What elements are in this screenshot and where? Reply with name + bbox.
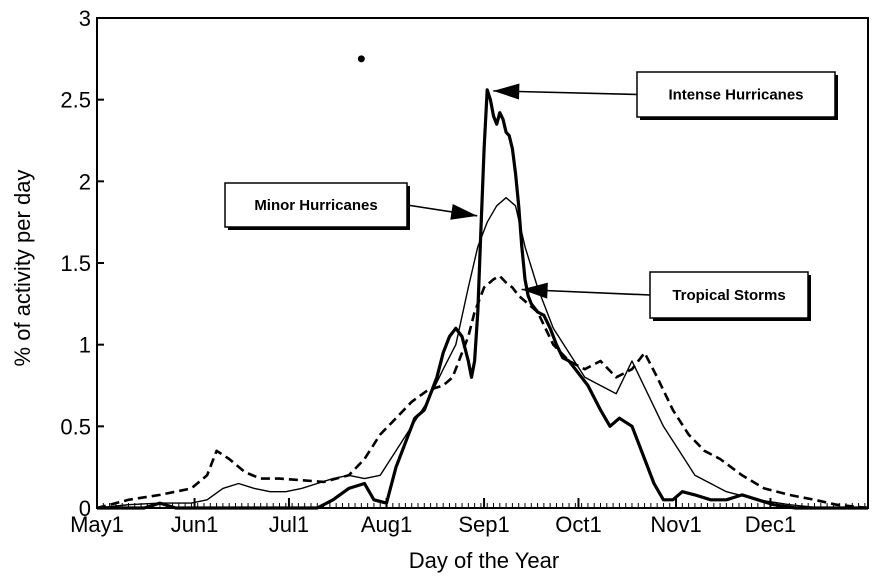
x-tick-label: Jun1 bbox=[171, 512, 219, 537]
y-axis-title: % of activity per day bbox=[10, 170, 35, 367]
x-tick-label: Aug1 bbox=[361, 512, 412, 537]
y-tick-label: 3 bbox=[79, 6, 91, 31]
x-tick-label: May1 bbox=[70, 512, 124, 537]
y-tick-label: 0.5 bbox=[60, 414, 91, 439]
annotation-arrowhead-tropical-storms bbox=[521, 282, 548, 299]
annotation-box-tropical-storms bbox=[649, 271, 809, 319]
y-tick-label: 1.5 bbox=[60, 251, 91, 276]
x-tick-label: Nov1 bbox=[650, 512, 701, 537]
y-tick-label: 0 bbox=[79, 496, 91, 521]
series-line-tropical-storms bbox=[96, 274, 869, 510]
x-tick-label: Oct1 bbox=[555, 512, 601, 537]
annotation-box-intense-hurricanes bbox=[636, 71, 836, 118]
x-axis-title: Day of the Year bbox=[409, 548, 559, 573]
annotation-box-minor-hurricanes bbox=[224, 182, 408, 228]
x-tick-label: Dec1 bbox=[745, 512, 796, 537]
x-tick-label: Jul1 bbox=[269, 512, 309, 537]
y-tick-label: 2 bbox=[79, 169, 91, 194]
y-tick-label: 1 bbox=[79, 333, 91, 358]
annotation-arrowhead-minor-hurricanes bbox=[450, 203, 478, 220]
annotation-group: Intense Hurricanes Minor Hurricanes Tropic… bbox=[224, 71, 838, 321]
x-tick-label: Sep1 bbox=[458, 512, 509, 537]
annotation-label-minor-hurricanes: Minor Hurricanes bbox=[254, 197, 377, 214]
series-line-minor-hurricanes bbox=[96, 196, 868, 509]
series-line-intense-hurricanes bbox=[97, 88, 868, 510]
axis-group: 0 0.5 1 1.5 2 2.5 3 May1 Jun1 Jul1 Aug1 Sep1 Oct1 Nov… bbox=[60, 6, 866, 537]
series-group bbox=[96, 55, 869, 510]
stray-data-point bbox=[357, 55, 365, 63]
annotation-label-intense-hurricanes: Intense Hurricanes bbox=[668, 87, 803, 104]
annotation-label-tropical-storms: Tropical Storms bbox=[672, 287, 785, 304]
annotation-arrowhead-intense-hurricanes bbox=[493, 83, 520, 100]
y-tick-label: 2.5 bbox=[60, 88, 91, 113]
